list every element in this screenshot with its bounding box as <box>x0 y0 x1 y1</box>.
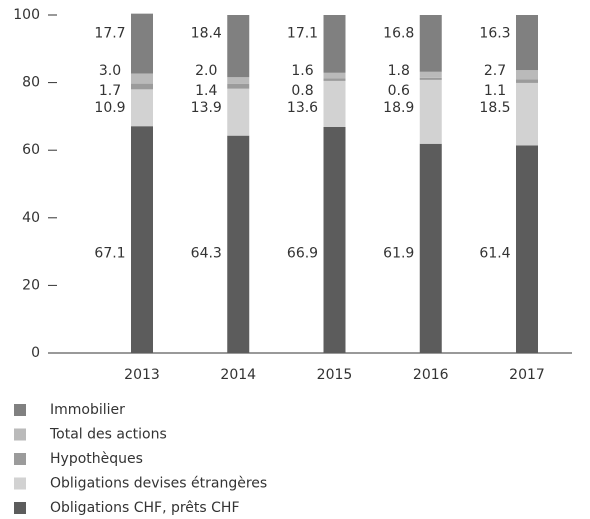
bar-segment <box>227 83 250 89</box>
legend-label: Immobilier <box>50 402 125 418</box>
bar-segment <box>227 135 250 353</box>
x-tick-label: 2016 <box>413 367 449 383</box>
bar-segment <box>419 15 442 72</box>
y-tick-label: 80 <box>22 75 40 91</box>
value-label: 18.4 <box>191 26 222 42</box>
bar-segment <box>227 88 250 136</box>
legend-swatch <box>14 502 26 514</box>
legend-label: Hypothèques <box>50 451 143 467</box>
bar-segment <box>516 145 538 353</box>
value-label: 0.6 <box>388 83 410 99</box>
bar-segment <box>516 70 538 80</box>
value-label: 18.5 <box>479 100 510 116</box>
y-tick-label: 20 <box>22 277 40 293</box>
value-label: 61.9 <box>383 245 414 261</box>
y-tick-label: 40 <box>22 210 40 226</box>
y-tick-label: 100 <box>13 7 40 23</box>
legend-label: Obligations devises étrangères <box>50 476 267 492</box>
legend-swatch <box>14 428 26 441</box>
value-label: 66.9 <box>287 245 318 261</box>
bar-segment <box>131 73 153 84</box>
bar-segment <box>419 71 442 78</box>
bar-segment <box>516 82 538 146</box>
y-tick-label: 0 <box>31 345 40 361</box>
bar-segment <box>516 79 538 83</box>
bar-segment <box>131 89 153 127</box>
bar-segment <box>323 80 346 127</box>
value-label: 67.1 <box>94 245 125 261</box>
legend-label: Total des actions <box>49 427 167 443</box>
bar-segment <box>131 126 153 354</box>
bar-segment <box>131 13 153 74</box>
bar-segment <box>419 79 442 144</box>
bar-segment <box>131 83 153 90</box>
value-label: 1.4 <box>195 83 217 99</box>
legend-swatch <box>14 453 26 465</box>
legend-swatch <box>14 477 26 490</box>
bar-segment <box>227 77 250 84</box>
bar-segment <box>323 72 346 79</box>
value-label: 13.9 <box>191 100 222 116</box>
bar-segment <box>419 77 442 80</box>
bar-segment <box>419 143 442 353</box>
legend-swatch <box>14 404 26 416</box>
value-label: 2.0 <box>195 63 217 79</box>
x-tick-label: 2013 <box>124 367 160 383</box>
value-label: 17.7 <box>94 26 125 42</box>
x-tick-label: 2014 <box>220 367 256 383</box>
value-label: 18.9 <box>383 100 414 116</box>
value-label: 16.3 <box>479 26 510 42</box>
bar-segment <box>323 126 346 354</box>
legend-label: Obligations CHF, prêts CHF <box>50 500 240 516</box>
bar-segment <box>516 15 538 71</box>
value-label: 3.0 <box>99 63 121 79</box>
value-label: 61.4 <box>479 245 510 261</box>
value-label: 13.6 <box>287 100 318 116</box>
x-tick-label: 2015 <box>317 367 353 383</box>
value-label: 1.7 <box>99 83 121 99</box>
value-label: 64.3 <box>191 245 222 261</box>
value-label: 0.8 <box>291 83 313 99</box>
x-tick-label: 2017 <box>509 367 545 383</box>
value-label: 2.7 <box>484 63 506 79</box>
y-tick-label: 60 <box>22 142 40 158</box>
bar-segment <box>323 78 346 81</box>
value-label: 1.1 <box>484 83 506 99</box>
bar-segment <box>323 15 346 73</box>
value-label: 1.6 <box>291 63 313 79</box>
bar-segment <box>227 15 250 78</box>
value-label: 16.8 <box>383 26 414 42</box>
value-label: 1.8 <box>388 63 410 79</box>
value-label: 10.9 <box>94 100 125 116</box>
value-label: 17.1 <box>287 26 318 42</box>
